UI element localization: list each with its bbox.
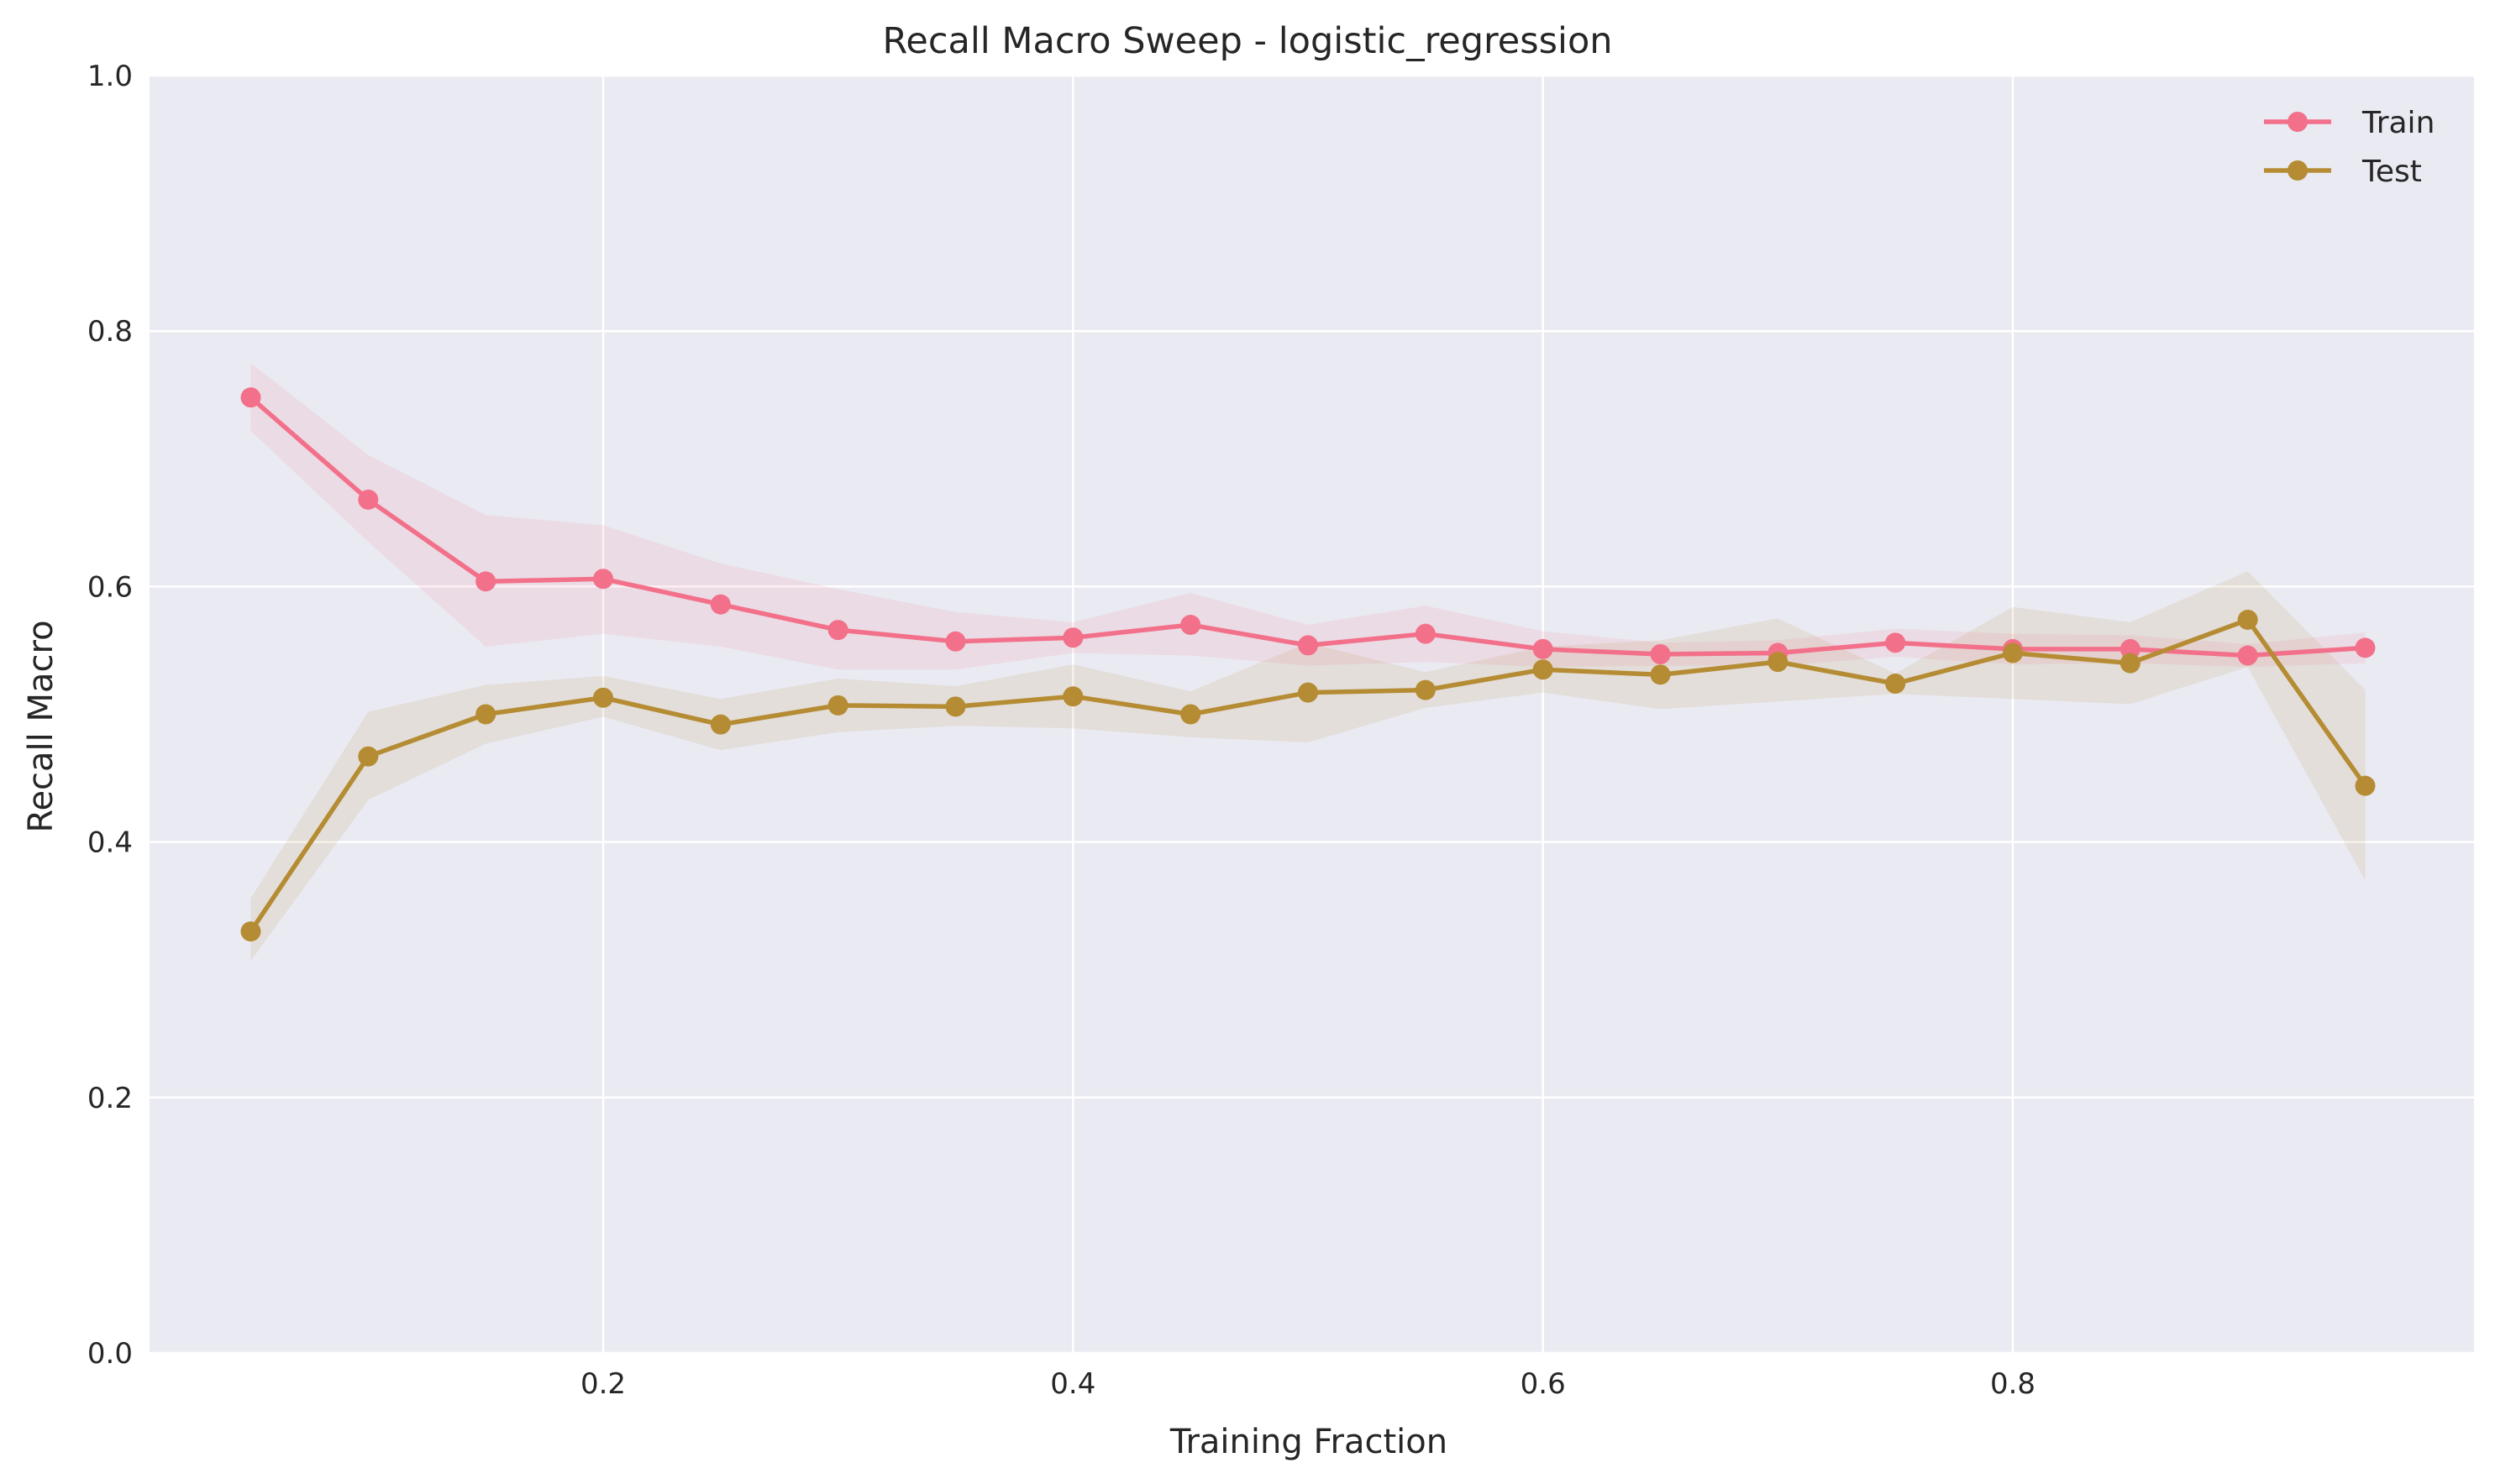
- x-tick-label: 0.6: [1521, 1367, 1566, 1401]
- legend-label-train: Train: [2361, 106, 2435, 140]
- test-point: [593, 687, 613, 708]
- x-tick-label: 0.8: [1990, 1367, 2035, 1401]
- test-point: [240, 921, 261, 942]
- train-point: [1180, 615, 1201, 636]
- test-point: [358, 746, 379, 767]
- train-point: [2119, 638, 2140, 659]
- train-point: [593, 569, 613, 590]
- y-tick-label: 0.6: [87, 570, 133, 604]
- test-point: [2003, 642, 2023, 663]
- train-point: [1415, 623, 1436, 644]
- test-band: [250, 571, 2366, 962]
- y-tick-label: 0.4: [87, 826, 133, 860]
- test-point: [1415, 679, 1436, 700]
- train-point: [1650, 644, 1671, 665]
- test-point: [1180, 704, 1201, 725]
- test-point: [1650, 664, 1671, 685]
- y-tick-label: 0.0: [87, 1337, 133, 1371]
- test-point: [2119, 653, 2140, 674]
- legend-item-train: Train: [2264, 106, 2435, 140]
- legend-label-test: Test: [2361, 155, 2422, 189]
- legend-marker-train: [2288, 112, 2308, 132]
- train-point: [1532, 638, 1553, 659]
- train-point: [2355, 637, 2376, 658]
- test-point: [475, 704, 496, 725]
- series-points: [240, 387, 2376, 942]
- train-point: [240, 387, 261, 408]
- test-point: [2355, 775, 2376, 796]
- confidence-bands: [250, 363, 2366, 962]
- test-point: [1298, 682, 1318, 703]
- test-point: [710, 714, 731, 735]
- test-point: [1063, 686, 1084, 707]
- train-point: [1063, 627, 1084, 648]
- plot-area: [150, 76, 2474, 1353]
- test-point: [2237, 609, 2258, 630]
- chart-title: Recall Macro Sweep - logistic_regression: [882, 20, 1612, 62]
- y-axis-ticks: 0.0 0.2 0.4 0.6 0.8 1.0: [87, 60, 133, 1371]
- grid: [150, 74, 2474, 1355]
- train-band: [250, 363, 2366, 670]
- legend-item-test: Test: [2264, 155, 2422, 189]
- legend-marker-test: [2288, 160, 2308, 181]
- train-point: [1298, 635, 1318, 656]
- y-axis-label: Recall Macro: [22, 620, 60, 832]
- train-point: [2237, 645, 2258, 666]
- x-tick-label: 0.2: [580, 1367, 626, 1401]
- x-axis-ticks: 0.2 0.4 0.6 0.8: [580, 1367, 2035, 1401]
- y-tick-label: 0.8: [87, 315, 133, 349]
- test-point: [827, 695, 848, 716]
- x-tick-label: 0.4: [1050, 1367, 1095, 1401]
- test-point: [1768, 652, 1789, 673]
- train-point: [475, 571, 496, 592]
- train-point: [358, 489, 379, 510]
- y-tick-label: 0.2: [87, 1082, 133, 1115]
- test-point: [1532, 659, 1553, 680]
- train-point: [1885, 632, 1906, 653]
- train-point: [827, 620, 848, 641]
- y-tick-label: 1.0: [87, 60, 133, 93]
- test-point: [1885, 673, 1906, 694]
- train-point: [710, 594, 731, 615]
- train-point: [945, 631, 966, 652]
- test-point: [945, 696, 966, 717]
- legend: Train Test: [2264, 106, 2435, 189]
- x-axis-label: Training Fraction: [1169, 1423, 1447, 1461]
